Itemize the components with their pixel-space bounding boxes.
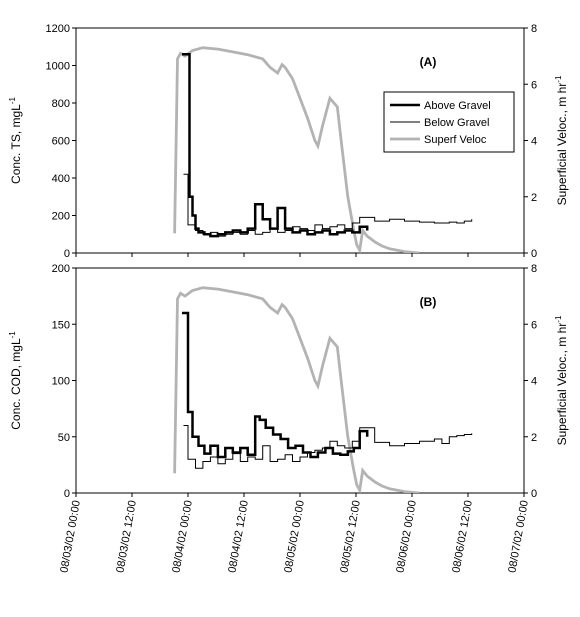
legend-entry-superf-veloc: Superf Veloc	[424, 134, 487, 146]
y-tick-label: 1000	[46, 61, 70, 73]
y-axis-title-text: Conc. COD, mgL	[9, 338, 23, 430]
x-tick-label: 08/06/02 00:00	[394, 499, 419, 573]
y-tick-label: 100	[52, 376, 70, 388]
y-tick-label: 400	[52, 173, 70, 185]
y2-tick-label: 4	[531, 136, 537, 148]
x-tick-label: 08/07/02 00:00	[506, 499, 531, 573]
panel-label: (A)	[420, 55, 437, 69]
y2-tick-label: 4	[531, 376, 537, 388]
y-axis-title: Conc. COD, mgL-1	[8, 331, 23, 430]
y-axis-title-text: Conc. TS, mgL	[9, 104, 23, 184]
x-axis: 08/03/02 00:00 08/03/02 12:00 08/04/02 00:…	[58, 499, 531, 573]
series-line-below-gravel	[183, 173, 473, 237]
y2-tick-label: 6	[531, 319, 537, 331]
x-tick-label: 08/05/02 12:00	[338, 499, 363, 573]
x-tick-label: 08/06/02 12:00	[450, 499, 475, 573]
series-line-superf-veloc	[173, 46, 420, 253]
legend-entry-below-gravel: Below Gravel	[424, 117, 489, 129]
legend: Above Gravel Below Gravel Superf Veloc	[383, 91, 515, 153]
y-tick-label: 600	[52, 136, 70, 148]
x-tick-label: 08/05/02 00:00	[282, 499, 307, 573]
y2-tick-label: 0	[531, 248, 537, 260]
y2-tick-label: 6	[531, 79, 537, 91]
y2-tick-label: 2	[531, 192, 537, 204]
y-axis-title-superscript: -1	[8, 96, 17, 104]
y-tick-label: 800	[52, 98, 70, 110]
y2-tick-label: 2	[531, 432, 537, 444]
y-tick-label: 1200	[46, 23, 70, 35]
y2-axis-title-superscript: -1	[554, 75, 563, 83]
y-tick-label: 200	[52, 263, 70, 275]
y-tick-label: 150	[52, 319, 70, 331]
x-tick-label: 08/04/02 00:00	[170, 499, 195, 573]
legend-entry-above-gravel: Above Gravel	[424, 100, 491, 112]
y2-axis-title: Superficial Veloc., m hr-1	[554, 315, 569, 445]
y2-tick-label: 8	[531, 263, 537, 275]
y-tick-label: 0	[64, 488, 70, 500]
x-tick-label: 08/03/02 12:00	[114, 499, 139, 573]
y2-axis-title: Superficial Veloc., m hr-1	[554, 75, 569, 205]
y-axis-title: Conc. TS, mgL-1	[8, 96, 23, 183]
y-axis-title-superscript: -1	[8, 331, 17, 339]
y-tick-label: 0	[64, 248, 70, 260]
y-tick-label: 200	[52, 211, 70, 223]
x-tick-label: 08/03/02 00:00	[58, 499, 83, 573]
y2-tick-label: 0	[531, 488, 537, 500]
y2-axis-title-superscript: -1	[554, 315, 563, 323]
x-tick-label: 08/04/02 12:00	[226, 499, 251, 573]
y2-tick-label: 8	[531, 23, 537, 35]
y2-axis-title-text: Superficial Veloc., m hr	[555, 323, 569, 446]
series-line-above-gravel	[182, 53, 369, 238]
panel-label: (B)	[420, 295, 437, 309]
series-line-below-gravel	[183, 425, 473, 469]
series-line-above-gravel	[182, 311, 369, 459]
y-tick-label: 50	[58, 432, 70, 444]
y2-axis-title-text: Superficial Veloc., m hr	[555, 83, 569, 206]
series-line-superf-veloc	[173, 286, 420, 493]
